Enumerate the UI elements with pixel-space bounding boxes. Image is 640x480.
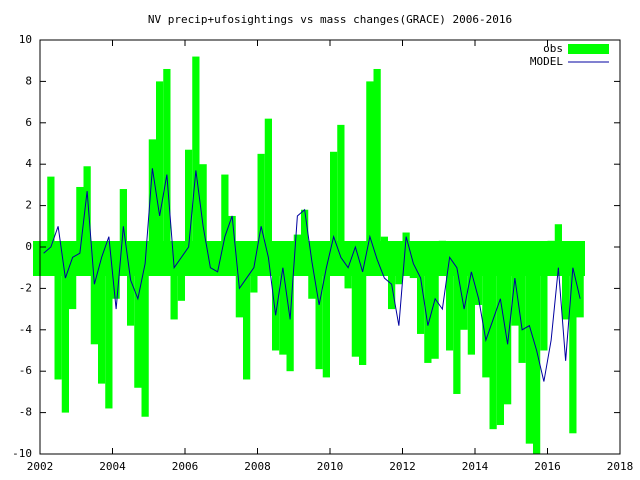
obs-bar xyxy=(206,247,214,268)
obs-bar xyxy=(301,209,309,247)
obs-bar xyxy=(489,247,497,430)
obs-bar xyxy=(170,247,178,320)
obs-bar xyxy=(214,247,222,258)
obs-bar xyxy=(286,247,294,372)
model-line xyxy=(43,168,581,382)
legend-label: MODEL xyxy=(530,55,563,68)
obs-bar xyxy=(90,247,98,345)
obs-bar xyxy=(351,247,359,357)
obs-bar xyxy=(112,247,120,299)
obs-bar xyxy=(105,247,113,409)
y-tick-label: -10 xyxy=(12,447,32,460)
obs-bar xyxy=(141,247,149,417)
obs-bar xyxy=(576,247,584,318)
obs-bar xyxy=(554,224,562,247)
obs-bar xyxy=(235,247,243,318)
obs-bar xyxy=(134,247,142,388)
obs-bar xyxy=(366,81,374,248)
obs-bar xyxy=(315,247,323,370)
obs-bar xyxy=(475,247,483,305)
obs-bar xyxy=(61,247,69,413)
obs-bar xyxy=(460,247,468,330)
y-tick-label: 8 xyxy=(25,74,32,87)
obs-bar xyxy=(47,176,55,247)
x-tick-label: 2018 xyxy=(607,460,634,473)
obs-bar xyxy=(431,247,439,359)
obs-bar xyxy=(337,124,345,247)
obs-bar xyxy=(76,186,84,247)
obs-bar xyxy=(293,234,301,247)
chart-title: NV precip+ufosightings vs mass changes(G… xyxy=(148,13,512,26)
obs-bar xyxy=(446,247,454,351)
obs-bar xyxy=(322,247,330,378)
legend-label: obs xyxy=(543,42,563,55)
obs-bar xyxy=(127,247,135,326)
y-tick-label: 0 xyxy=(25,240,32,253)
obs-bar xyxy=(221,174,229,247)
obs-bar xyxy=(467,247,475,355)
obs-bar xyxy=(438,240,446,247)
obs-bar xyxy=(424,247,432,363)
x-tick-label: 2002 xyxy=(27,460,54,473)
obs-bar xyxy=(330,151,338,247)
x-tick-label: 2006 xyxy=(172,460,199,473)
x-tick-label: 2016 xyxy=(534,460,561,473)
y-tick-label: -4 xyxy=(19,323,33,336)
obs-bar xyxy=(453,247,461,394)
obs-bar xyxy=(496,247,504,426)
obs-bar xyxy=(395,247,403,285)
obs-bar xyxy=(192,56,200,248)
y-tick-label: 10 xyxy=(19,33,32,46)
obs-bar xyxy=(199,164,207,247)
x-tick-label: 2004 xyxy=(99,460,126,473)
obs-bar xyxy=(177,247,185,301)
obs-bar xyxy=(250,247,258,293)
x-tick-label: 2010 xyxy=(317,460,344,473)
obs-bar xyxy=(482,247,490,378)
obs-bar xyxy=(547,240,555,247)
obs-bar xyxy=(540,247,548,351)
obs-bar xyxy=(257,153,265,247)
obs-bar xyxy=(511,247,519,326)
y-tick-label: -6 xyxy=(19,364,32,377)
obs-bar xyxy=(156,81,164,248)
obs-bar xyxy=(243,247,251,380)
obs-bar xyxy=(380,236,388,247)
x-tick-label: 2012 xyxy=(389,460,416,473)
obs-bar xyxy=(69,247,77,310)
obs-bar xyxy=(40,247,48,274)
obs-bar xyxy=(518,247,526,363)
obs-bar xyxy=(279,247,287,355)
obs-bar xyxy=(83,166,91,247)
obs-bar xyxy=(163,68,171,247)
x-tick-label: 2008 xyxy=(244,460,271,473)
obs-bar xyxy=(54,247,62,380)
x-tick-label: 2014 xyxy=(462,460,489,473)
obs-bar xyxy=(264,118,272,247)
obs-bar xyxy=(148,139,156,247)
obs-bar xyxy=(562,247,570,320)
y-tick-label: 6 xyxy=(25,116,32,129)
obs-bar xyxy=(417,247,425,334)
obs-bar xyxy=(308,247,316,299)
obs-bar xyxy=(525,247,533,444)
obs-bar xyxy=(569,247,577,434)
obs-bar xyxy=(98,247,106,384)
obs-bar xyxy=(185,149,193,247)
obs-bar xyxy=(272,247,280,351)
obs-bar xyxy=(504,247,512,405)
y-tick-label: 4 xyxy=(25,157,32,170)
obs-bar xyxy=(359,247,367,365)
y-tick-label: 2 xyxy=(25,199,32,212)
obs-bar xyxy=(388,247,396,310)
obs-bar xyxy=(228,215,236,247)
y-tick-label: -8 xyxy=(19,406,32,419)
y-tick-label: -2 xyxy=(19,281,32,294)
obs-bar xyxy=(373,68,381,247)
legend-swatch xyxy=(568,44,609,54)
obs-bar xyxy=(119,189,127,247)
